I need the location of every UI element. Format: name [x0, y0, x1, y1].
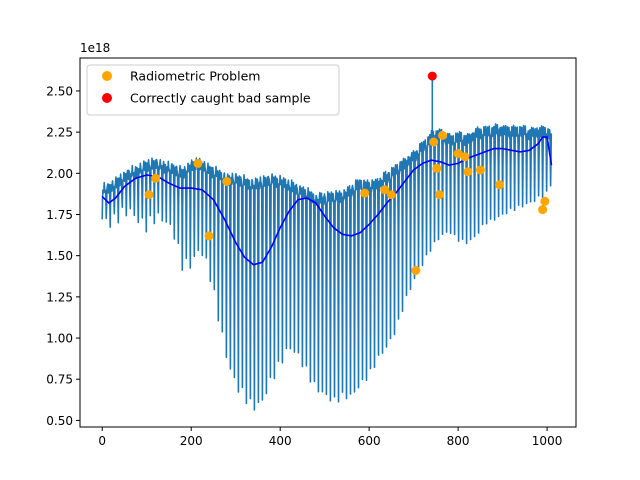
x-axis: 0 200 400 600 800 1000 — [98, 427, 562, 448]
radiometric-point — [204, 231, 214, 241]
plot-area — [80, 58, 576, 427]
x-tick-label: 0 — [98, 434, 106, 448]
legend-marker-radiometric — [102, 71, 112, 81]
radiometric-point — [460, 152, 470, 162]
x-tick-label: 1000 — [532, 434, 563, 448]
radiometric-point — [538, 205, 548, 215]
y-tick-label: 0.50 — [46, 414, 73, 428]
raw-signal-line — [101, 123, 553, 411]
radiometric-point — [429, 137, 439, 147]
y-axis: 0.50 0.75 1.00 1.25 1.50 1.75 2.00 2.25 2.50 — [46, 84, 80, 428]
radiometric-point — [193, 158, 203, 168]
y-tick-label: 0.75 — [46, 373, 73, 387]
radiometric-point — [411, 266, 421, 275]
y-tick-label: 2.25 — [46, 126, 73, 140]
radiometric-point — [360, 188, 370, 198]
radiometric-point — [540, 196, 550, 206]
radiometric-point — [432, 163, 442, 173]
y-tick-label: 2.50 — [46, 84, 73, 98]
y-tick-label: 1.00 — [46, 332, 73, 346]
radiometric-point — [386, 190, 396, 200]
bad-sample-point — [427, 71, 437, 81]
smooth-fit-line — [101, 136, 553, 266]
radiometric-point — [475, 165, 485, 175]
radiometric-point — [151, 173, 161, 183]
legend-label-radiometric: Radiometric Problem — [130, 69, 260, 84]
y-tick-label: 1.75 — [46, 208, 73, 222]
radiometric-point — [463, 167, 473, 177]
radiometric-point — [434, 190, 444, 200]
smooth-fit-layer — [101, 136, 553, 266]
y-offset-label: 1e18 — [80, 41, 110, 55]
y-tick-label: 1.50 — [46, 249, 73, 263]
x-tick-label: 200 — [180, 434, 203, 448]
radiometric-point — [453, 149, 463, 158]
x-tick-label: 600 — [358, 434, 381, 448]
plot-frame — [79, 57, 577, 428]
x-tick-label: 800 — [447, 434, 470, 448]
x-tick-label: 400 — [269, 434, 292, 448]
scatter-layer — [144, 71, 550, 275]
radiometric-point — [222, 177, 232, 186]
legend-marker-bad-sample — [102, 93, 112, 103]
radiometric-point — [380, 185, 390, 195]
legend-label-bad-sample: Correctly caught bad sample — [130, 91, 311, 106]
radiometric-point — [495, 180, 504, 190]
radiometric-point — [438, 130, 447, 140]
legend-box — [86, 64, 340, 116]
legend: Radiometric Problem Correctly caught bad… — [86, 64, 340, 116]
y-tick-label: 1.25 — [46, 290, 73, 304]
radiometric-point — [144, 190, 154, 200]
y-tick-label: 2.00 — [46, 167, 73, 181]
raw-signal-layer — [101, 76, 553, 411]
